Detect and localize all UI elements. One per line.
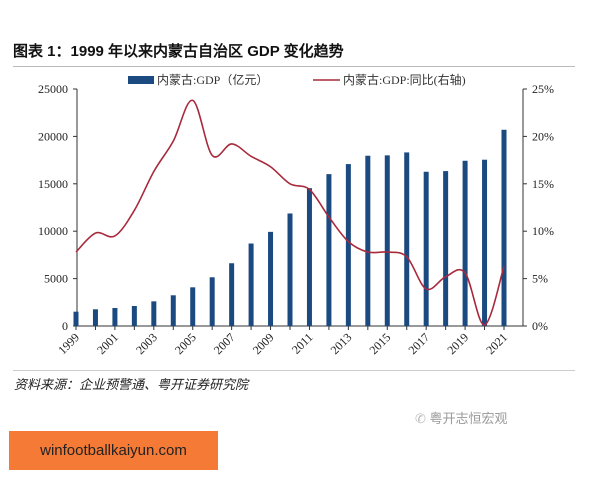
x-tick-label: 1999 [55,330,82,357]
bar-2013 [345,164,351,326]
left-tick-label: 20000 [38,129,68,143]
x-tick-label: 2007 [211,330,238,357]
legend-bar-swatch [128,76,154,84]
x-tick-label: 2005 [172,330,199,357]
bar-2005 [190,287,196,326]
x-tick-label: 2003 [133,330,160,357]
chart-title: 图表 1：1999 年以来内蒙古自治区 GDP 变化趋势 [13,43,344,60]
x-tick-label: 2001 [94,330,121,357]
bar-2017 [423,171,429,326]
bar-2004 [170,295,176,326]
bar-2019 [462,160,468,326]
gdp-chart: 0 5000 10000 15000 20000 25000 0% 5% 10% 15% 20% 25… [38,72,554,357]
x-tick-label: 2013 [328,330,355,357]
x-tick-label: 2011 [289,330,316,357]
bar-2016 [404,152,410,326]
banner-link[interactable]: winfootballkaiyun.com [9,431,218,470]
bar-2002 [131,305,137,326]
x-tick-label: 2021 [483,330,510,357]
bar-2008 [248,243,254,326]
bar-2014 [365,155,371,326]
right-tick-label: 20% [532,129,554,143]
watermark: ✆ 粤开志恒宏观 [415,408,508,427]
x-tick-label: 2017 [405,330,432,357]
right-tick-label: 25% [532,82,554,96]
legend-line-label: 内蒙古:GDP:同比(右轴) [343,72,466,87]
bar-2011 [306,188,312,326]
yoy-growth-line [75,99,505,326]
bar-2007 [229,263,235,326]
bar-1999 [73,311,79,326]
x-tick-label: 2019 [444,330,471,357]
right-tick-label: 5% [532,272,548,286]
right-tick-label: 15% [532,177,554,191]
left-tick-label: 0 [62,319,68,333]
bar-2018 [443,171,449,326]
left-tick-label: 25000 [38,82,68,96]
wechat-icon: ✆ [415,411,430,426]
bar-2000 [92,309,98,326]
left-tick-label: 15000 [38,177,68,191]
bar-2010 [287,213,293,326]
x-tick-label: 2009 [250,330,277,357]
banner-text: winfootballkaiyun.com [40,442,187,459]
watermark-text: 粤开志恒宏观 [429,411,508,426]
bar-2021 [501,129,507,326]
bar-2015 [384,155,390,326]
x-tick-label: 2015 [367,330,394,357]
right-tick-label: 10% [532,224,554,238]
bar-2009 [268,231,274,326]
bottom-divider [13,370,575,371]
right-tick-label: 0% [532,319,548,333]
left-tick-label: 5000 [44,272,68,286]
bar-2012 [326,174,332,326]
left-tick-label: 10000 [38,224,68,238]
legend-bar-label: 内蒙古:GDP（亿元） [157,72,268,87]
bar-2001 [112,307,118,326]
source-note: 资料来源：企业预警通、粤开证券研究院 [14,377,249,392]
title-divider [13,66,575,67]
bar-2006 [209,277,215,326]
bar-2020 [482,159,488,326]
bar-2003 [151,301,157,326]
